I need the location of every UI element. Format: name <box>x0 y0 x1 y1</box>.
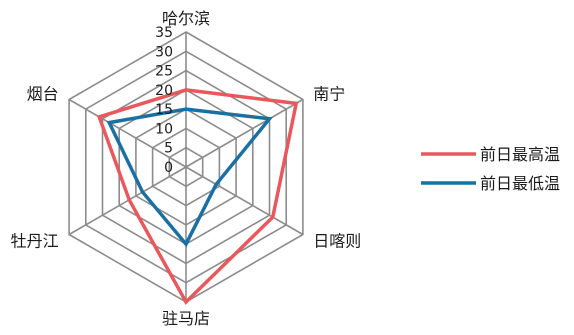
legend-label-max: 前日最高温 <box>480 145 560 164</box>
category-label: 驻马店 <box>162 309 210 328</box>
category-label: 烟台 <box>27 85 59 104</box>
tick-label: 35 <box>155 25 173 41</box>
radial-axis <box>185 166 304 236</box>
category-label: 南宁 <box>313 85 345 104</box>
category-label: 牡丹江 <box>11 232 59 251</box>
tick-label: 25 <box>155 64 173 80</box>
legend-label-min: 前日最低温 <box>480 174 560 193</box>
radial-axis <box>68 166 187 236</box>
tick-label: 5 <box>164 141 173 157</box>
tick-label: 30 <box>155 44 173 60</box>
radar-series <box>96 88 299 305</box>
tick-label: 20 <box>155 83 173 99</box>
radial-axis <box>185 98 304 168</box>
tick-label: 0 <box>164 160 173 176</box>
category-label: 哈尔滨 <box>162 9 210 28</box>
radial-axis <box>68 98 187 168</box>
radial-tick-labels: 0 5 10 15 20 25 30 35 <box>155 25 173 176</box>
legend: 前日最高温 前日最低温 <box>421 145 560 193</box>
category-label: 日喀则 <box>313 232 361 251</box>
tick-label: 10 <box>155 121 173 137</box>
tick-label: 15 <box>155 102 173 118</box>
radar-axes <box>68 32 304 302</box>
